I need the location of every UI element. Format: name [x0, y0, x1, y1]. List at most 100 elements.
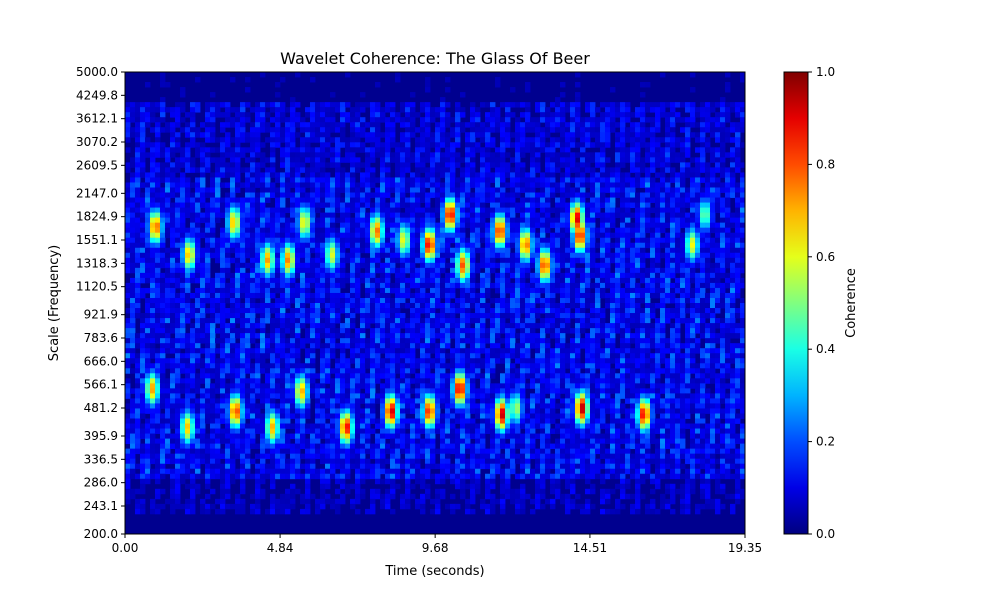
heatmap-cell — [255, 192, 261, 198]
heatmap-cell — [530, 207, 536, 214]
heatmap-cell — [665, 102, 671, 108]
heatmap-cell — [510, 202, 516, 208]
heatmap-cell — [565, 147, 571, 153]
heatmap-cell — [650, 107, 656, 113]
heatmap-cell — [640, 207, 646, 214]
heatmap-cell — [125, 112, 131, 118]
heatmap-cell — [470, 318, 476, 324]
heatmap-cell — [590, 212, 596, 219]
heatmap-cell — [445, 323, 451, 329]
heatmap-cell — [225, 102, 231, 108]
heatmap-cell — [595, 107, 601, 113]
heatmap-cell — [670, 127, 676, 133]
heatmap-cell — [250, 323, 256, 329]
heatmap-cell — [165, 122, 171, 128]
heatmap-cell — [590, 222, 596, 229]
heatmap-cell — [485, 227, 491, 234]
heatmap-cell — [265, 267, 271, 274]
heatmap-cell — [715, 227, 721, 234]
heatmap-cell — [555, 207, 561, 214]
heatmap-cell — [445, 122, 451, 128]
heatmap-cell — [700, 292, 706, 299]
heatmap-cell — [430, 152, 436, 158]
heatmap-cell — [505, 107, 511, 113]
heatmap-cell — [520, 142, 526, 148]
heatmap-cell — [375, 137, 381, 143]
heatmap-cell — [190, 252, 196, 259]
heatmap-cell — [705, 313, 711, 319]
heatmap-cell — [705, 237, 711, 244]
heatmap-cell — [480, 152, 486, 158]
heatmap-cell — [140, 107, 146, 113]
heatmap-cell — [135, 177, 141, 183]
heatmap-cell — [280, 192, 286, 198]
heatmap-cell — [420, 318, 426, 324]
heatmap-cell — [555, 217, 561, 224]
heatmap-cell — [250, 137, 256, 143]
heatmap-cell — [380, 187, 386, 193]
heatmap-cell — [135, 267, 141, 274]
heatmap-cell — [270, 162, 276, 168]
heatmap-cell — [180, 87, 186, 93]
heatmap-cell — [280, 227, 286, 234]
heatmap-cell — [290, 122, 296, 128]
heatmap-cell — [715, 287, 721, 294]
heatmap-cell — [305, 237, 311, 244]
heatmap-cell — [695, 157, 701, 163]
heatmap-cell — [710, 222, 716, 229]
heatmap-cell — [710, 242, 716, 249]
heatmap-cell — [585, 162, 591, 168]
heatmap-cell — [390, 267, 396, 274]
heatmap-cell — [295, 192, 301, 198]
heatmap-cell — [330, 277, 336, 284]
heatmap-cell — [385, 152, 391, 158]
heatmap-cell — [475, 217, 481, 224]
heatmap-cell — [710, 107, 716, 113]
heatmap-cell — [155, 222, 161, 229]
heatmap-cell — [695, 313, 701, 319]
heatmap-cell — [460, 227, 466, 234]
heatmap-cell — [335, 242, 341, 249]
heatmap-cell — [200, 142, 206, 148]
heatmap-cell — [540, 197, 546, 203]
heatmap-cell — [560, 142, 566, 148]
heatmap-cell — [615, 277, 621, 284]
heatmap-cell — [530, 157, 536, 163]
heatmap-cell — [135, 167, 141, 173]
heatmap-cell — [555, 142, 561, 148]
heatmap-cell — [175, 167, 181, 173]
heatmap-cell — [450, 222, 456, 229]
heatmap-cell — [320, 157, 326, 163]
heatmap-cell — [330, 272, 336, 279]
heatmap-cell — [590, 157, 596, 163]
heatmap-cell — [655, 252, 661, 259]
heatmap-cell — [255, 172, 261, 178]
heatmap-cell — [625, 277, 631, 284]
heatmap-cell — [240, 257, 246, 264]
heatmap-cell — [740, 308, 745, 314]
heatmap-cell — [375, 217, 381, 224]
heatmap-cell — [440, 207, 446, 214]
heatmap-cell — [380, 177, 386, 183]
heatmap-cell — [330, 127, 336, 133]
heatmap-cell — [615, 297, 621, 304]
heatmap-cell — [440, 287, 446, 294]
heatmap-cell — [455, 297, 461, 304]
heatmap-cell — [180, 272, 186, 279]
heatmap-cell — [125, 162, 131, 168]
heatmap-cell — [130, 132, 136, 138]
heatmap-cell — [300, 247, 306, 254]
heatmap-cell — [325, 152, 331, 158]
heatmap-cell — [340, 157, 346, 163]
heatmap-cell — [490, 137, 496, 143]
heatmap-cell — [700, 202, 706, 208]
heatmap-cell — [395, 217, 401, 224]
heatmap-cell — [285, 232, 291, 239]
heatmap-cell — [140, 112, 146, 118]
heatmap-cell — [330, 112, 336, 118]
heatmap-cell — [555, 222, 561, 229]
heatmap-cell — [250, 157, 256, 163]
heatmap-cell — [205, 217, 211, 224]
heatmap-cell — [260, 72, 266, 78]
heatmap-cell — [665, 297, 671, 304]
